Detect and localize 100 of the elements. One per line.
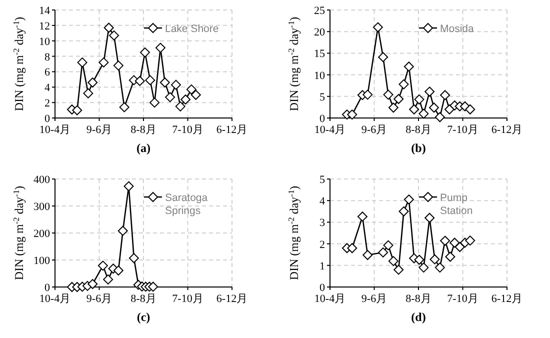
point <box>440 90 450 100</box>
y-tick-label: 4 <box>320 196 326 208</box>
y-tick-label: 25 <box>314 5 326 17</box>
point <box>118 226 128 236</box>
text: (b) <box>411 141 426 155</box>
y-tick-label: 0 <box>320 113 326 125</box>
point <box>394 94 404 104</box>
x-tick-label: 6-12月 <box>216 293 248 305</box>
point <box>88 78 98 88</box>
point <box>465 104 476 114</box>
y-tick-label: 0 <box>320 282 326 294</box>
point <box>444 104 454 114</box>
point <box>428 102 439 113</box>
point <box>190 90 201 100</box>
point <box>119 102 130 112</box>
point <box>98 260 108 271</box>
y-tick-label: 10 <box>39 36 50 48</box>
x-tick-label: 10-4月 <box>39 124 71 136</box>
x-tick-label: 7-10月 <box>172 293 204 305</box>
point <box>109 30 119 40</box>
x-tick-label: 8-8月 <box>406 124 432 136</box>
point <box>465 236 476 246</box>
point <box>113 60 124 71</box>
point <box>72 105 82 116</box>
point <box>418 262 429 273</box>
point <box>440 236 450 246</box>
y-tick-label: 0 <box>44 113 50 125</box>
point <box>362 250 373 260</box>
x-tick-label: 7-10月 <box>172 124 204 136</box>
text: (d) <box>411 310 426 324</box>
point <box>150 98 160 108</box>
point <box>434 112 445 122</box>
point <box>450 238 460 248</box>
point <box>404 62 414 72</box>
point <box>404 194 414 205</box>
point <box>424 86 435 97</box>
x-tick-label: 8-8月 <box>130 293 156 305</box>
point <box>165 92 176 102</box>
legend-label: Mosida <box>440 23 474 35</box>
y-tick-label: 10 <box>314 70 326 82</box>
point <box>388 102 398 113</box>
point <box>175 101 186 112</box>
point <box>83 88 94 98</box>
y-tick-label: 300 <box>34 201 50 213</box>
y-tick-label: 20 <box>314 26 326 39</box>
point <box>148 282 158 292</box>
point <box>357 212 368 222</box>
point <box>113 266 124 276</box>
x-tick-label: 9-6月 <box>361 124 388 136</box>
point <box>378 247 388 258</box>
x-tick-label: 6-12月 <box>491 293 523 305</box>
point <box>378 52 388 62</box>
point <box>434 262 445 273</box>
x-tick-label: 10-4月 <box>39 293 71 305</box>
x-tick-label: 9-6月 <box>361 293 388 305</box>
point <box>145 75 156 86</box>
point <box>418 108 429 119</box>
point <box>347 110 358 120</box>
text: (c) <box>136 310 150 324</box>
point <box>140 47 150 58</box>
legend-label: Pump Station <box>440 192 473 217</box>
point <box>170 80 181 90</box>
point <box>383 240 394 250</box>
x-tick-label: 8-8月 <box>130 124 156 136</box>
y-tick-label: 4 <box>44 82 50 94</box>
point <box>347 243 358 254</box>
x-tick-label: 9-6月 <box>86 124 112 136</box>
y-tick-label: 15 <box>314 48 326 60</box>
x-tick-label: 8-8月 <box>406 293 432 305</box>
point <box>155 42 166 53</box>
point <box>414 94 424 104</box>
point <box>398 206 409 216</box>
point <box>186 84 196 94</box>
point <box>103 274 114 284</box>
point <box>430 254 440 264</box>
point <box>409 104 420 114</box>
point <box>454 242 465 252</box>
y-tick-label: 200 <box>34 228 50 240</box>
point <box>104 22 114 33</box>
legend: Saratoga Springs <box>144 192 208 217</box>
point <box>362 90 373 100</box>
point <box>180 94 191 104</box>
point <box>414 254 424 265</box>
y-tick-label: 12 <box>39 20 50 32</box>
y-tick-label: 1 <box>320 260 325 272</box>
y-tick-label: 5 <box>320 91 326 104</box>
y-tick-label: 2 <box>320 238 325 251</box>
x-tick-label: 10-4月 <box>314 124 346 136</box>
point <box>160 78 170 88</box>
y-tick-label: 0 <box>44 282 50 294</box>
legend: Pump Station <box>419 192 473 217</box>
y-tick-label: 3 <box>320 217 326 230</box>
point <box>77 57 88 68</box>
y-tick-label: 6 <box>44 66 50 79</box>
x-tick-label: 6-12月 <box>216 124 248 136</box>
y-tick-label: 100 <box>34 255 50 267</box>
y-tick-label: 400 <box>34 174 50 186</box>
y-tick-label: 14 <box>39 5 50 17</box>
point <box>372 22 383 32</box>
x-tick-label: 6-12月 <box>491 124 523 136</box>
